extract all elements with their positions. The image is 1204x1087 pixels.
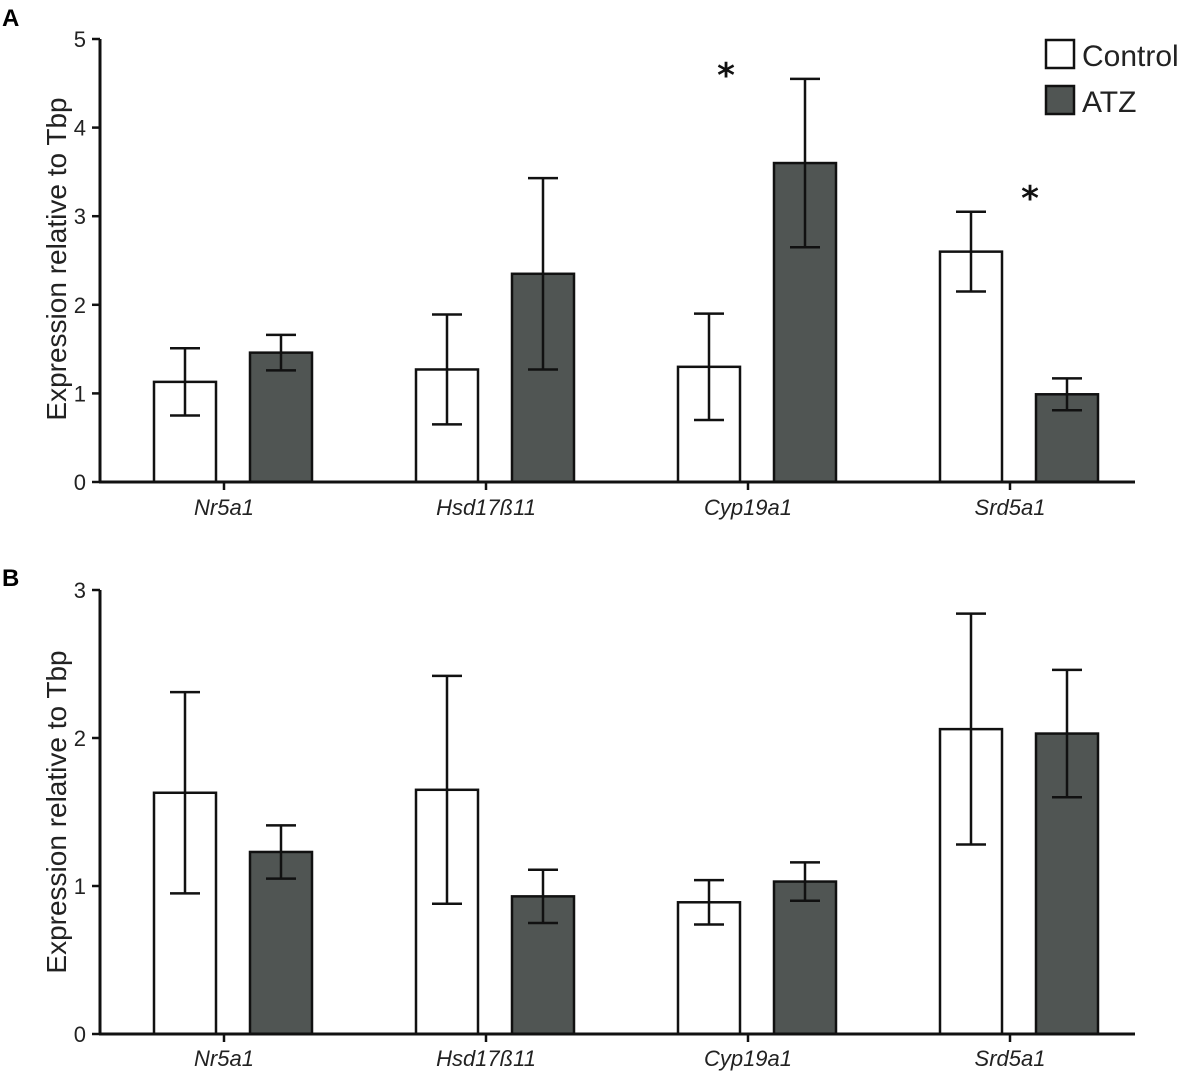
panel-a-x-tick-label-cyp19a1: Cyp19a1 <box>704 495 792 520</box>
panel-a-y-tick-label-5: 5 <box>74 27 86 52</box>
panel-a-bar-atz-nr5a1 <box>248 351 314 484</box>
panel-b-y-axis-title: Expression relative to Tbp <box>41 650 72 973</box>
panel-a-bar-control-cyp19a1 <box>676 365 742 484</box>
legend-atz-label: ATZ <box>1082 86 1136 119</box>
panel-a: A Expression relative to Tbp 0 1 2 3 4 5 Nr5a1… <box>2 5 1135 520</box>
legend-control-swatch <box>1044 38 1076 70</box>
panel-a-significance-0: * <box>717 56 735 96</box>
panel-b-x-tick-label-cyp19a1: Cyp19a1 <box>704 1046 792 1071</box>
panel-a-x-tick-label-nr5a1: Nr5a1 <box>194 495 254 520</box>
panel-a-y-tick-label-1: 1 <box>74 381 86 406</box>
panel-b-x-tick-label-nr5a1: Nr5a1 <box>194 1046 254 1071</box>
panel-b-y-tick-label-3: 3 <box>74 578 86 603</box>
panel-b-bar-atz-cyp19a1 <box>772 880 838 1036</box>
panel-b-x-tick-label-hsd17-11: Hsd17ß11 <box>436 1046 536 1071</box>
panel-b-y-tick-label-1: 1 <box>74 874 86 899</box>
panel-a-y-tick-label-0: 0 <box>74 470 86 495</box>
panel-b-y-tick-label-0: 0 <box>74 1022 86 1047</box>
panel-a-x-tick-label-hsd17-11: Hsd17ß11 <box>436 495 536 520</box>
panel-b-x-tick-label-srd5a1: Srd5a1 <box>975 1046 1046 1071</box>
panel-a-x-tick-label-srd5a1: Srd5a1 <box>975 495 1046 520</box>
panel-a-label: A <box>2 5 19 32</box>
panel-b-y-tick-label-2: 2 <box>74 726 86 751</box>
panel-a-y-tick-label-4: 4 <box>74 116 86 141</box>
panel-b: B Expression relative to Tbp 0 1 2 3 Nr5a1 Hs… <box>2 565 1135 1071</box>
panel-b-bar-atz-nr5a1 <box>248 850 314 1036</box>
panel-b-plot: 0 1 2 3 Nr5a1 Hsd17ß11 Cyp19a1 Srd5a1 <box>74 578 1135 1071</box>
legend: Control ATZ <box>1044 38 1179 119</box>
panel-a-y-axis-title: Expression relative to Tbp <box>41 97 72 420</box>
panel-a-plot: 0 1 2 3 4 5 Nr5a1 Hsd17ß11 Cyp19a1 Srd5a1 * * <box>74 27 1135 520</box>
legend-control-label: Control <box>1082 40 1179 73</box>
panel-b-label: B <box>2 565 19 592</box>
panel-a-y-tick-label-2: 2 <box>74 293 86 318</box>
panel-a-y-tick-label-3: 3 <box>74 204 86 229</box>
legend-atz-swatch <box>1044 84 1076 116</box>
panel-a-significance-1: * <box>1021 179 1039 219</box>
